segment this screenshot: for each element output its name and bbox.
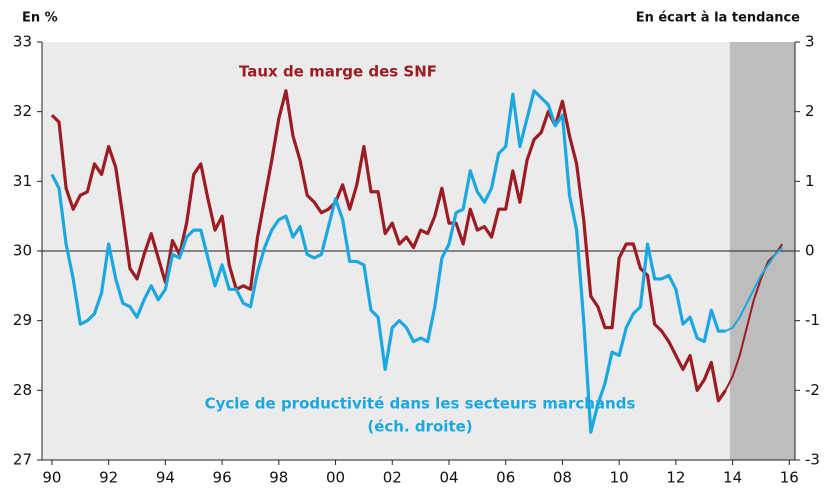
- x-tick-label: 90: [42, 469, 61, 487]
- series-line-forecast: [725, 246, 783, 333]
- y-tick-label: 29: [13, 311, 32, 329]
- axis-note: (éch. droite): [367, 418, 472, 436]
- x-tick-label: 98: [269, 469, 288, 487]
- y2-tick-label: 2: [805, 102, 815, 120]
- y-tick-label: 27: [13, 451, 32, 469]
- y2-tick-label: 3: [805, 33, 815, 51]
- series-line: [50, 89, 727, 403]
- x-tick-label: 96: [213, 469, 232, 487]
- y2-tick-label: -2: [805, 381, 820, 399]
- x-tick-label: 10: [610, 469, 629, 487]
- y2-tick-label: 0: [805, 242, 815, 260]
- x-tick-label: 14: [723, 469, 742, 487]
- y-tick-label: 33: [13, 33, 32, 51]
- x-tick-label: 16: [780, 469, 799, 487]
- x-tick-label: 12: [666, 469, 685, 487]
- x-tick-label: 94: [156, 469, 175, 487]
- y-tick-label: 30: [13, 242, 32, 260]
- y2-tick-label: -1: [805, 311, 820, 329]
- x-tick-label: 08: [553, 469, 572, 487]
- y2-axis-label: En écart à la tendance: [636, 11, 800, 26]
- y-tick-label: 28: [13, 381, 32, 399]
- x-tick-label: 02: [383, 469, 402, 487]
- x-tick-label: 92: [99, 469, 118, 487]
- series-label: Taux de marge des SNF: [239, 63, 437, 81]
- y-tick-label: 32: [13, 102, 32, 120]
- x-tick-label: 04: [439, 469, 458, 487]
- series-label: Cycle de productivité dans les secteurs …: [205, 395, 636, 413]
- x-tick-label: 00: [326, 469, 345, 487]
- y2-tick-label: 1: [805, 172, 815, 190]
- y-axis-label: En %: [22, 11, 58, 26]
- series-line: [50, 89, 726, 434]
- y-tick-label: 31: [13, 172, 32, 190]
- x-tick-label: 06: [496, 469, 515, 487]
- y2-tick-label: -3: [805, 451, 820, 469]
